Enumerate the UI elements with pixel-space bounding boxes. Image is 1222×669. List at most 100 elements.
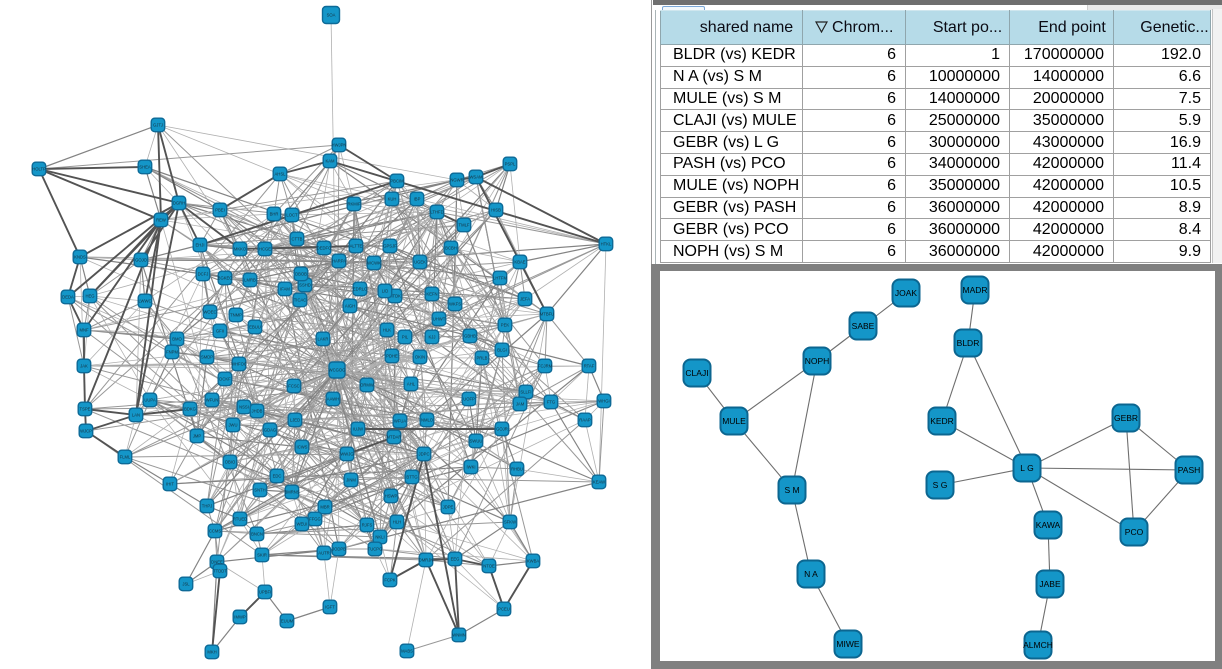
svg-text:MKKO: MKKO	[234, 247, 247, 252]
svg-text:UGEK: UGEK	[414, 260, 426, 265]
svg-text:LOCT: LOCT	[286, 213, 298, 218]
svg-text:PASH: PASH	[1178, 465, 1201, 475]
svg-text:IWKI: IWKI	[466, 465, 475, 470]
svg-text:SOA: SOA	[327, 13, 336, 18]
svg-text:S G: S G	[933, 480, 948, 490]
svg-text:HLK: HLK	[383, 328, 391, 333]
svg-text:SHEA: SHEA	[139, 165, 151, 170]
svg-text:WKFS: WKFS	[449, 302, 461, 307]
svg-text:DGRH: DGRH	[173, 201, 185, 206]
svg-text:WJCP: WJCP	[80, 429, 92, 434]
svg-text:KEAW: KEAW	[593, 480, 605, 485]
svg-text:FCSC: FCSC	[288, 384, 299, 389]
svg-text:AHSL: AHSL	[275, 172, 287, 177]
svg-text:LAN: LAN	[132, 413, 140, 418]
svg-text:WCGOG: WCGOG	[329, 368, 346, 373]
svg-text:L G: L G	[1020, 463, 1033, 473]
svg-text:DMRJN: DMRJN	[419, 558, 434, 563]
svg-text:MABS: MABS	[401, 649, 413, 654]
svg-text:GFII: GFII	[216, 329, 224, 334]
svg-text:IBP: IBP	[414, 197, 421, 202]
svg-text:PSPL: PSPL	[505, 162, 516, 167]
svg-text:JAK: JAK	[80, 364, 88, 369]
svg-text:HISB: HISB	[491, 208, 501, 213]
svg-text:HEG: HEG	[85, 294, 94, 299]
svg-text:NGWR: NGWR	[450, 178, 463, 183]
svg-text:SNTH: SNTH	[254, 488, 265, 493]
svg-text:IGFT: IGFT	[325, 605, 335, 610]
svg-text:DEDFO: DEDFO	[317, 246, 332, 251]
svg-text:WCWK: WCWK	[367, 261, 381, 266]
svg-text:HCGE: HCGE	[259, 247, 271, 252]
svg-text:KAM: KAM	[325, 159, 335, 164]
svg-text:FCJRM: FCJRM	[538, 364, 553, 369]
svg-text:TTDDT: TTDDT	[213, 569, 227, 574]
svg-text:MBR: MBR	[320, 505, 329, 510]
svg-text:SABE: SABE	[852, 321, 875, 331]
svg-text:BGKEC: BGKEC	[218, 276, 233, 281]
svg-text:EBUU: EBUU	[249, 325, 261, 330]
svg-text:HWJPN: HWJPN	[332, 143, 347, 148]
svg-text:SKIR: SKIR	[257, 553, 267, 558]
svg-text:BTTG: BTTG	[406, 475, 417, 480]
svg-text:JMP: JMP	[193, 434, 202, 439]
svg-text:KWBA: KWBA	[527, 559, 540, 564]
svg-text:LHTFM: LHTFM	[493, 276, 507, 281]
svg-text:GDAG: GDAG	[264, 428, 276, 433]
svg-text:EDRLC: EDRLC	[353, 287, 367, 292]
svg-text:CLAJI: CLAJI	[685, 368, 708, 378]
svg-text:PDHE: PDHE	[386, 354, 398, 359]
svg-text:GPSJF: GPSJF	[383, 244, 397, 249]
svg-text:RKMIF: RKMIF	[347, 202, 360, 207]
svg-text:CCMS: CCMS	[209, 529, 222, 534]
svg-text:RTAF: RTAF	[584, 364, 595, 369]
svg-text:ALTTE: ALTTE	[350, 244, 363, 249]
svg-text:AUTR: AUTR	[318, 551, 329, 556]
svg-text:MIWE: MIWE	[836, 639, 859, 649]
svg-text:FCPK: FCPK	[384, 578, 395, 583]
svg-text:BMRNS: BMRNS	[284, 490, 299, 495]
svg-text:SSHD: SSHD	[299, 283, 311, 288]
svg-text:LJED: LJED	[290, 418, 300, 423]
svg-text:SFKW: SFKW	[504, 520, 516, 525]
svg-text:JWU: JWU	[228, 423, 237, 428]
svg-text:TNMP: TNMP	[230, 313, 242, 318]
svg-text:AAWH: AAWH	[327, 397, 339, 402]
svg-text:GOJR: GOJR	[496, 427, 508, 432]
svg-text:N A: N A	[804, 569, 818, 579]
svg-text:MADR: MADR	[962, 285, 987, 295]
svg-text:DNEE: DNEE	[211, 560, 223, 565]
svg-text:UPBFI: UPBFI	[259, 590, 271, 595]
svg-text:GOJO: GOJO	[135, 258, 148, 263]
svg-text:WSAM: WSAM	[469, 175, 483, 180]
svg-text:PBCIM: PBCIM	[390, 179, 404, 184]
svg-text:OKIN: OKIN	[415, 355, 425, 360]
svg-text:MNF: MNF	[79, 328, 89, 333]
svg-text:CTTB: CTTB	[292, 237, 303, 242]
svg-text:HSWP: HSWP	[385, 494, 398, 499]
svg-text:DCKF: DCKF	[219, 377, 231, 382]
svg-text:GJTJ: GJTJ	[153, 123, 163, 128]
svg-text:JEFA: JEFA	[520, 297, 530, 302]
svg-text:JDPE: JDPE	[443, 505, 454, 510]
svg-text:LAKR: LAKR	[318, 337, 329, 342]
svg-text:NKLI: NKLI	[375, 535, 384, 540]
svg-text:ALMCH: ALMCH	[1023, 640, 1053, 650]
svg-text:KUH: KUH	[388, 197, 397, 202]
svg-text:RTUED: RTUED	[233, 517, 247, 522]
svg-text:TICAC: TICAC	[294, 298, 307, 303]
svg-text:NSSI: NSSI	[239, 405, 249, 410]
svg-text:BCBH: BCBH	[445, 246, 457, 251]
svg-text:JDPC: JDPC	[419, 452, 430, 457]
svg-text:WFUN: WFUN	[206, 398, 219, 403]
svg-text:IFAM: IFAM	[280, 287, 290, 292]
svg-text:HARPA: HARPA	[332, 259, 346, 264]
svg-text:DEDA: DEDA	[62, 295, 74, 300]
svg-text:UHWT: UHWT	[433, 317, 446, 322]
svg-text:IMWP: IMWP	[234, 615, 246, 620]
svg-text:LMRB: LMRB	[244, 278, 256, 283]
svg-text:BHR: BHR	[270, 212, 279, 217]
svg-text:RHBU: RHBU	[511, 467, 523, 472]
svg-text:HTKL: HTKL	[601, 242, 612, 247]
svg-text:JINM: JINM	[346, 478, 356, 483]
